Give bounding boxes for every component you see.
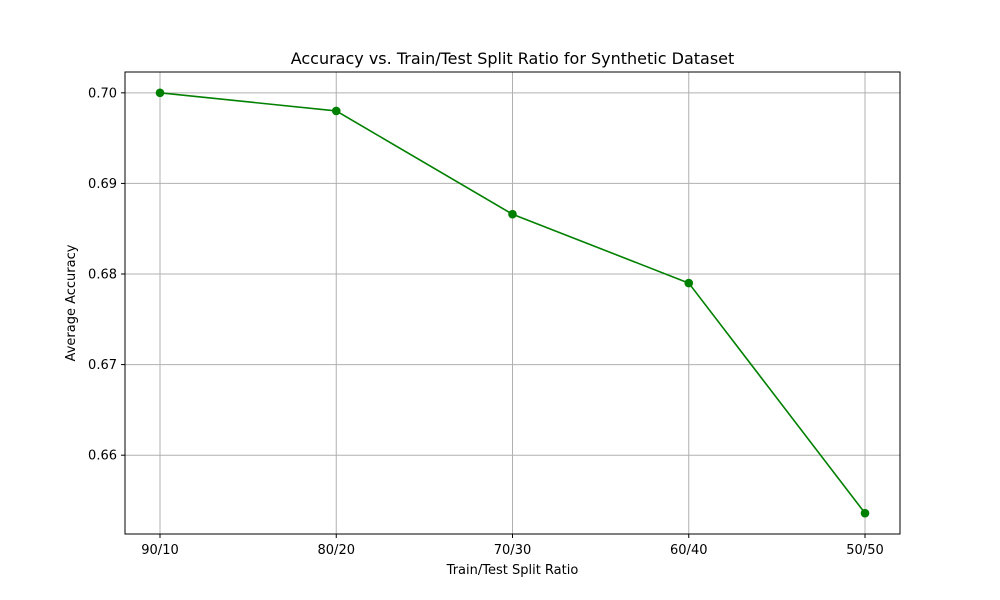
x-tick-label: 90/10 — [141, 543, 178, 558]
data-point — [155, 88, 165, 98]
y-tick-label: 0.66 — [88, 449, 117, 464]
grid — [125, 72, 900, 534]
data-point — [508, 209, 517, 219]
x-axis-label: Train/Test Split Ratio — [446, 563, 579, 578]
x-tick-label: 60/40 — [670, 543, 707, 558]
data-point — [331, 106, 341, 116]
x-tick-label: 50/50 — [846, 543, 883, 558]
data-point — [860, 508, 870, 518]
series-group — [155, 88, 870, 518]
y-tick-label: 0.70 — [88, 86, 117, 101]
y-tick-label: 0.68 — [88, 268, 117, 283]
y-axis-label: Average Accuracy — [64, 244, 79, 361]
data-point — [684, 278, 694, 288]
y-axis-ticks: 0.66 0.67 0.68 0.69 0.70 — [88, 86, 125, 464]
x-axis-ticks: 90/10 80/20 70/30 60/40 50/50 — [141, 534, 884, 558]
y-tick-label: 0.67 — [88, 358, 117, 373]
y-tick-label: 0.69 — [88, 177, 117, 192]
x-tick-label: 70/30 — [494, 543, 531, 558]
chart-title: Accuracy vs. Train/Test Split Ratio for … — [291, 49, 735, 68]
x-tick-label: 80/20 — [318, 543, 355, 558]
